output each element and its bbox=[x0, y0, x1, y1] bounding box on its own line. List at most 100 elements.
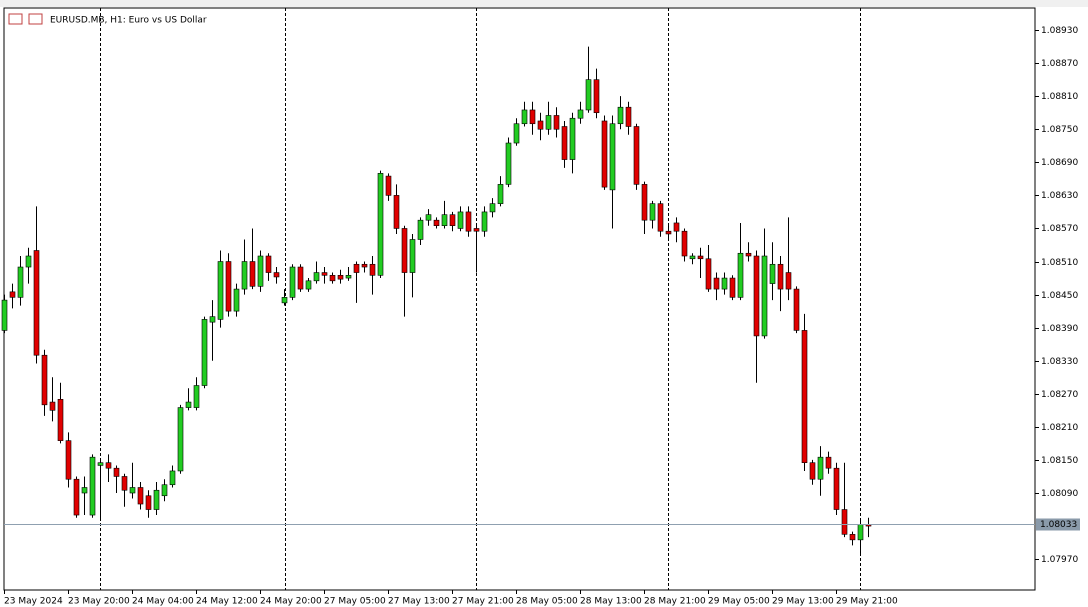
x-tick-label: 28 May 13:00 bbox=[580, 597, 642, 607]
x-tick-label: 23 May 2024 bbox=[4, 597, 63, 607]
candle-body bbox=[385, 175, 392, 196]
candle-body bbox=[393, 195, 400, 229]
tab-strip bbox=[0, 0, 1088, 7]
candle-body bbox=[129, 487, 136, 494]
candle-body bbox=[289, 266, 296, 298]
price-label: 1.08033 bbox=[1040, 520, 1077, 530]
candle-body bbox=[817, 456, 824, 480]
candle-body bbox=[577, 109, 584, 119]
candle-body bbox=[841, 509, 848, 535]
x-tick-label: 24 May 20:00 bbox=[260, 597, 322, 607]
candle-body bbox=[409, 239, 416, 273]
candle-body bbox=[705, 258, 712, 290]
x-tick-label: 27 May 05:00 bbox=[324, 597, 386, 607]
candle-body bbox=[65, 440, 72, 480]
y-tick-label: 1.07970 bbox=[1041, 555, 1078, 565]
candle-body bbox=[657, 203, 664, 232]
x-tick-label: 27 May 21:00 bbox=[452, 597, 514, 607]
candle-body bbox=[265, 255, 272, 273]
candle-body bbox=[729, 277, 736, 298]
candle-body bbox=[153, 489, 160, 510]
x-tick-label: 24 May 12:00 bbox=[196, 597, 258, 607]
candle-body bbox=[217, 261, 224, 320]
candle-body bbox=[337, 275, 344, 280]
candle-body bbox=[681, 230, 688, 257]
candle-body bbox=[145, 495, 152, 510]
candle-body bbox=[361, 263, 368, 268]
candle-body bbox=[313, 272, 320, 282]
candle-body bbox=[305, 280, 312, 290]
candle-body bbox=[297, 266, 304, 290]
candle-body bbox=[377, 173, 384, 276]
candle-body bbox=[89, 456, 96, 516]
candle-body bbox=[417, 219, 424, 240]
candle-body bbox=[81, 487, 88, 494]
y-tick-label: 1.08090 bbox=[1041, 489, 1078, 499]
y-tick-label: 1.08810 bbox=[1041, 92, 1078, 102]
candle-body bbox=[329, 275, 336, 282]
candle-body bbox=[41, 354, 48, 406]
candle-body bbox=[569, 117, 576, 160]
x-tick-label: 29 May 21:00 bbox=[836, 597, 898, 607]
candle-body bbox=[489, 203, 496, 213]
candle-body bbox=[209, 316, 216, 323]
candle-body bbox=[241, 261, 248, 290]
candle-body bbox=[185, 401, 192, 408]
candle-body bbox=[281, 297, 288, 304]
candle-body bbox=[697, 255, 704, 260]
candle-body bbox=[585, 79, 592, 111]
candle-body bbox=[249, 261, 256, 287]
candle-body bbox=[561, 126, 568, 160]
x-tick-label: 23 May 20:00 bbox=[68, 597, 130, 607]
candle-body bbox=[137, 487, 144, 505]
y-tick-label: 1.08450 bbox=[1041, 291, 1078, 301]
chart-icon bbox=[28, 13, 43, 25]
candle-body bbox=[673, 222, 680, 232]
candle-body bbox=[33, 250, 40, 356]
candle-body bbox=[481, 211, 488, 232]
y-tick-label: 1.08930 bbox=[1041, 26, 1078, 36]
candle-body bbox=[713, 277, 720, 290]
candle-body bbox=[809, 462, 816, 480]
candle-body bbox=[73, 478, 80, 516]
candle-body bbox=[225, 261, 232, 312]
candle-body bbox=[665, 230, 672, 235]
candle-body bbox=[857, 524, 864, 541]
y-tick-label: 1.08870 bbox=[1041, 59, 1078, 69]
candle-body bbox=[369, 263, 376, 276]
candle-body bbox=[617, 106, 624, 125]
candle-body bbox=[345, 275, 352, 279]
candle-body bbox=[401, 228, 408, 273]
candle-body bbox=[201, 319, 208, 386]
candle-body bbox=[849, 534, 856, 541]
candle-body bbox=[121, 476, 128, 491]
candle-body bbox=[609, 123, 616, 191]
candle-body bbox=[769, 263, 776, 284]
candle-body bbox=[737, 252, 744, 298]
candle-body bbox=[513, 123, 520, 144]
candle-body bbox=[753, 255, 760, 337]
y-tick-label: 1.08510 bbox=[1041, 258, 1078, 268]
x-tick-label: 24 May 04:00 bbox=[132, 597, 194, 607]
candle-body bbox=[473, 228, 480, 232]
candle-body bbox=[25, 255, 32, 268]
x-tick-label: 28 May 21:00 bbox=[644, 597, 706, 607]
candle-body bbox=[745, 252, 752, 257]
y-tick-label: 1.08570 bbox=[1041, 224, 1078, 234]
candle-body bbox=[113, 467, 120, 477]
candle-body bbox=[161, 484, 168, 497]
candle-body bbox=[441, 214, 448, 226]
candle-body bbox=[825, 456, 832, 469]
candle-body bbox=[193, 385, 200, 408]
candle-body bbox=[257, 255, 264, 287]
candle-body bbox=[625, 106, 632, 127]
candle-body bbox=[105, 462, 112, 469]
candle-body bbox=[761, 255, 768, 337]
candle-body bbox=[497, 184, 504, 204]
candle-body bbox=[689, 255, 696, 260]
candle-body bbox=[545, 115, 552, 130]
candle-body bbox=[633, 126, 640, 185]
x-tick-label: 29 May 05:00 bbox=[708, 597, 770, 607]
candle-body bbox=[1, 299, 8, 331]
candle-body bbox=[601, 120, 608, 188]
